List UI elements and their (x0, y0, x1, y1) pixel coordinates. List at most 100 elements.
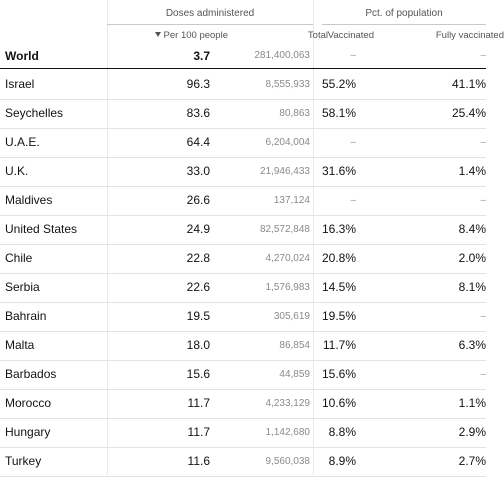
row-fully: – (480, 311, 486, 322)
row-name: Morocco (5, 396, 52, 410)
row-name: Turkey (5, 454, 42, 468)
table-row: Maldives 26.6 137,124 – – (0, 186, 486, 216)
doses-group-header: Doses administered (165, 8, 255, 19)
row-vaccinated: 8.8% (328, 425, 356, 439)
row-fully: – (480, 195, 486, 206)
row-total: 86,854 (279, 340, 310, 351)
row-total: 1,142,680 (265, 427, 311, 438)
row-per100: 22.6 (186, 280, 210, 294)
table-row: Israel 96.3 8,555,933 55.2% 41.1% (0, 70, 486, 100)
row-name: United States (5, 222, 78, 236)
row-fully: 1.1% (458, 396, 486, 410)
row-vaccinated: 11.7% (322, 338, 356, 352)
row-vaccinated: 16.3% (321, 222, 356, 236)
table-row: Serbia 22.6 1,576,983 14.5% 8.1% (0, 273, 486, 303)
fully-vaccinated-header[interactable]: Fully vaccinated (435, 30, 504, 41)
row-fully: 2.0% (458, 251, 486, 265)
pct-group-rule (322, 24, 486, 25)
table-row: Chile 22.8 4,270,024 20.8% 2.0% (0, 244, 486, 274)
row-name: U.K. (5, 164, 29, 178)
table-row: Turkey 11.6 9,560,038 8.9% 2.7% (0, 447, 486, 477)
row-fully: 1.4% (458, 164, 486, 178)
row-per100: 11.7 (187, 425, 210, 439)
row-total: 21,946,433 (259, 166, 310, 177)
sort-per100-header[interactable]: Per 100 people (154, 29, 228, 43)
row-vaccinated: 8.9% (328, 454, 356, 468)
row-per100: 26.6 (186, 193, 210, 207)
row-fully: 6.3% (458, 338, 486, 352)
row-vaccinated: 19.5% (321, 309, 356, 323)
triangle-down-icon (154, 32, 161, 37)
row-fully: 8.4% (458, 222, 486, 236)
row-fully: – (480, 369, 486, 380)
row-name: Chile (5, 251, 33, 265)
row-vaccinated: 31.6% (321, 164, 356, 178)
row-fully: 2.9% (458, 425, 486, 439)
per100-header-label: Per 100 people (163, 30, 228, 41)
row-per100: 11.6 (187, 454, 210, 468)
total-header[interactable]: Total (307, 30, 328, 41)
column-divider (107, 0, 108, 475)
row-name: Barbados (5, 367, 57, 381)
row-per100: 83.6 (186, 106, 210, 120)
row-total: 44,859 (279, 369, 310, 380)
row-total: 9,560,038 (265, 456, 311, 467)
row-fully: – (480, 137, 486, 148)
row-per100: 96.3 (186, 77, 210, 91)
table-row: Hungary 11.7 1,142,680 8.8% 2.9% (0, 418, 486, 448)
row-per100: 3.7 (193, 49, 210, 63)
doses-group-rule (107, 24, 313, 25)
row-vaccinated: 10.6% (321, 396, 356, 410)
row-total: 6,204,004 (265, 137, 311, 148)
table-row: U.K. 33.0 21,946,433 31.6% 1.4% (0, 157, 486, 187)
vaccinated-header[interactable]: Vaccinated (327, 30, 374, 41)
row-total: 80,863 (279, 108, 310, 119)
row-per100: 64.4 (186, 135, 210, 149)
row-name: World (5, 49, 39, 63)
table-row: Morocco 11.7 4,233,129 10.6% 1.1% (0, 389, 486, 419)
row-vaccinated: – (350, 50, 356, 61)
row-vaccinated: – (350, 195, 356, 206)
pct-group-header: Pct. of population (365, 8, 443, 19)
world-row: World 3.7 281,400,063 – – (0, 44, 486, 69)
row-vaccinated: 15.6% (321, 367, 356, 381)
row-fully: 25.4% (451, 106, 486, 120)
row-total: 8,555,933 (265, 79, 311, 90)
row-per100: 22.8 (186, 251, 210, 265)
row-total: 1,576,983 (265, 282, 311, 293)
table-row: United States 24.9 82,572,848 16.3% 8.4% (0, 215, 486, 245)
row-vaccinated: 58.1% (321, 106, 356, 120)
row-vaccinated: – (350, 137, 356, 148)
row-name: Seychelles (5, 106, 64, 120)
row-name: Malta (5, 338, 35, 352)
row-name: U.A.E. (5, 135, 40, 149)
row-vaccinated: 14.5% (321, 280, 356, 294)
row-per100: 15.6 (186, 367, 210, 381)
row-total: 137,124 (273, 195, 310, 206)
row-per100: 19.5 (186, 309, 210, 323)
row-name: Hungary (5, 425, 51, 439)
row-vaccinated: 20.8% (321, 251, 356, 265)
row-name: Bahrain (5, 309, 47, 323)
row-total: 281,400,063 (254, 50, 310, 61)
row-fully: – (480, 50, 486, 61)
row-vaccinated: 55.2% (321, 77, 356, 91)
row-total: 4,233,129 (265, 398, 311, 409)
column-divider (313, 0, 314, 475)
row-per100: 33.0 (186, 164, 210, 178)
row-name: Serbia (5, 280, 40, 294)
table-row: Malta 18.0 86,854 11.7% 6.3% (0, 331, 486, 361)
row-per100: 18.0 (186, 338, 210, 352)
row-fully: 2.7% (458, 454, 486, 468)
row-fully: 41.1% (451, 77, 486, 91)
row-total: 82,572,848 (259, 224, 310, 235)
row-total: 4,270,024 (265, 253, 311, 264)
row-name: Maldives (5, 193, 53, 207)
row-name: Israel (5, 77, 35, 91)
table-row: Seychelles 83.6 80,863 58.1% 25.4% (0, 99, 486, 129)
row-per100: 11.7 (187, 396, 210, 410)
table-row: U.A.E. 64.4 6,204,004 – – (0, 128, 486, 158)
row-total: 305,619 (273, 311, 310, 322)
row-per100: 24.9 (186, 222, 210, 236)
